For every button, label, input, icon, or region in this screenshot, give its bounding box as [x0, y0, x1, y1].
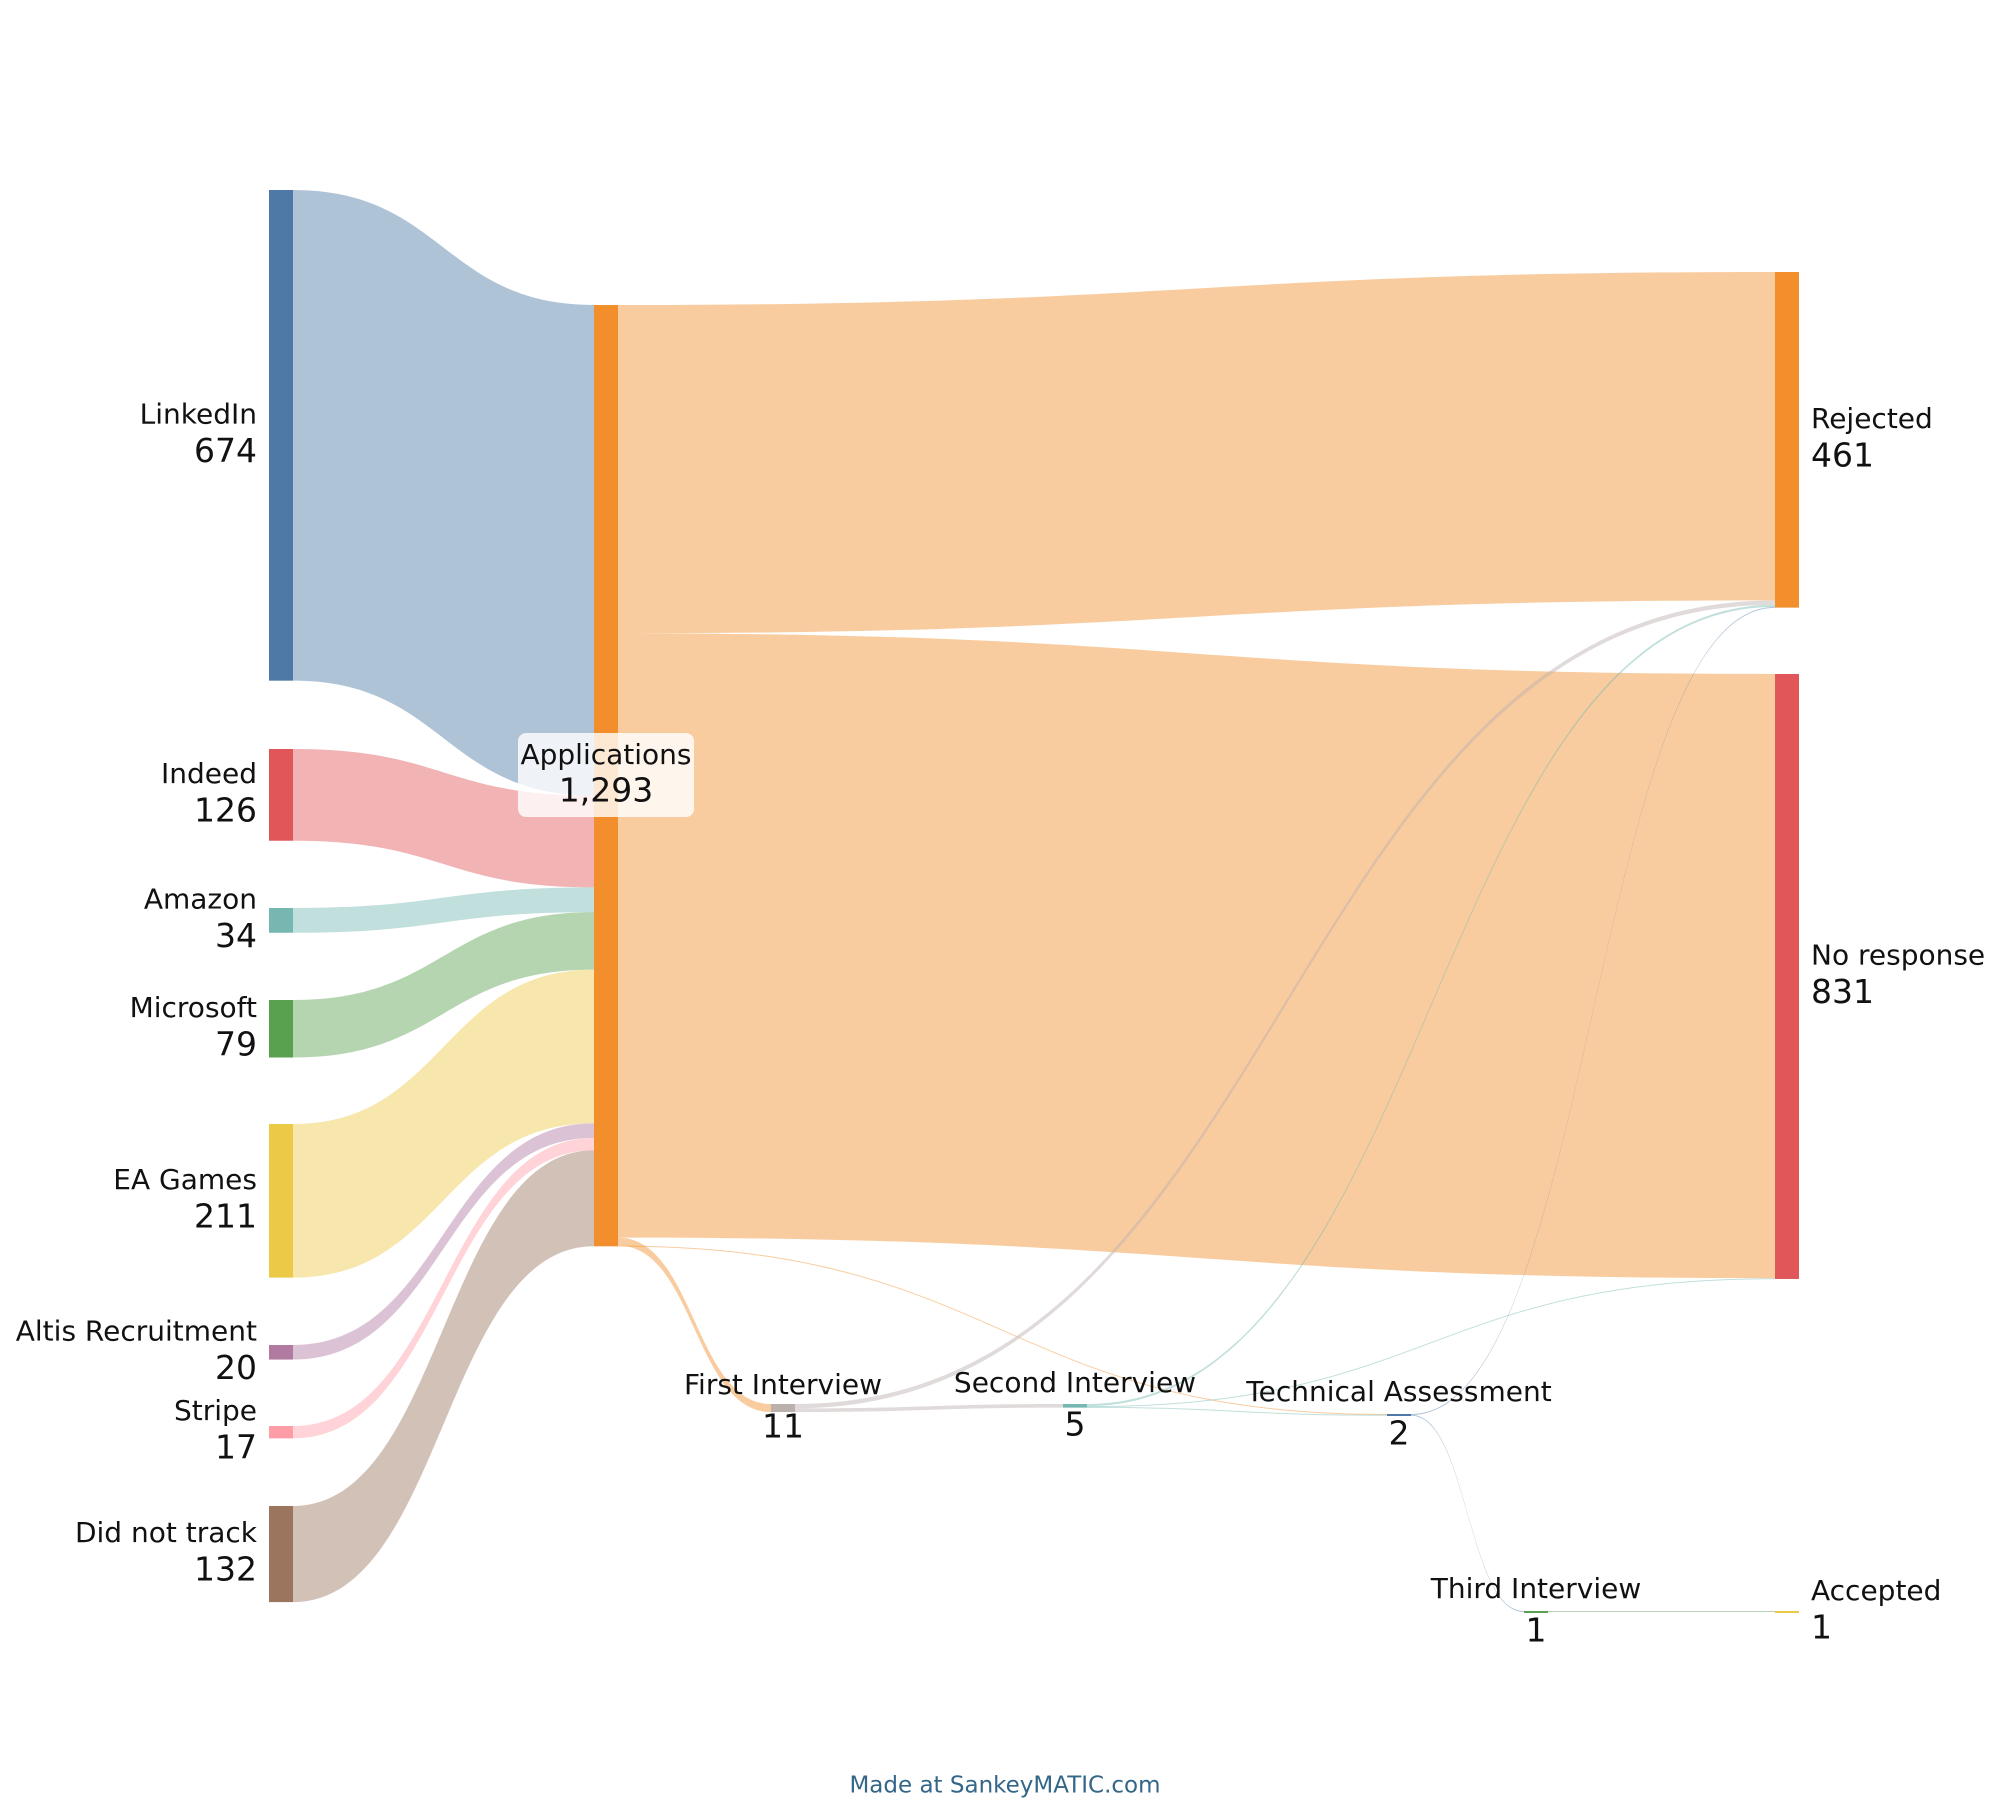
link [1548, 1611, 1775, 1612]
node [269, 908, 293, 933]
link [618, 633, 1775, 1279]
node-label: Technical Assessment [1245, 1375, 1551, 1408]
node-label: Accepted [1811, 1574, 1941, 1607]
node [269, 1506, 293, 1603]
node-value: 34 [215, 916, 257, 955]
link [1087, 604, 1775, 1407]
node-value: 11 [762, 1407, 804, 1446]
link [293, 912, 594, 1058]
node-value: 126 [194, 790, 257, 829]
node-label: Rejected [1811, 402, 1933, 435]
node [1063, 1404, 1087, 1408]
node [269, 190, 293, 681]
node-value: 1,293 [559, 771, 653, 810]
link [293, 190, 594, 796]
node-label: Third Interview [1430, 1572, 1642, 1605]
link [293, 749, 594, 888]
link [1087, 1406, 1387, 1416]
link [795, 600, 1775, 1409]
node [771, 1404, 795, 1413]
node-value: 5 [1065, 1404, 1086, 1443]
node [1775, 272, 1799, 608]
link [293, 887, 594, 933]
node-value: 132 [194, 1550, 257, 1589]
node-label: Altis Recruitment [16, 1314, 257, 1347]
node [1775, 674, 1799, 1279]
link [795, 1404, 1063, 1413]
link [1411, 606, 1775, 1415]
node-value: 17 [215, 1428, 257, 1467]
node [1524, 1611, 1548, 1613]
link [293, 1123, 594, 1360]
node-label: First Interview [684, 1368, 882, 1401]
node-label: Microsoft [130, 991, 257, 1024]
node [269, 1124, 293, 1278]
node [1387, 1414, 1411, 1416]
link [293, 1150, 594, 1603]
link [1411, 1414, 1524, 1612]
node-value: 674 [194, 431, 257, 470]
node-value: 461 [1811, 435, 1874, 474]
node-value: 211 [194, 1196, 257, 1235]
link [618, 1237, 771, 1413]
node-label: Stripe [174, 1394, 257, 1427]
link [618, 1245, 1387, 1415]
footer: Made at SankeyMATIC.com [849, 1773, 1160, 1799]
node-label: Applications [520, 738, 691, 771]
node-label: Second Interview [954, 1366, 1196, 1399]
node-label: No response [1811, 938, 1985, 971]
link [1087, 1278, 1775, 1408]
node-value: 831 [1811, 972, 1874, 1011]
node-value: 79 [215, 1024, 257, 1063]
node-label: LinkedIn [140, 397, 257, 430]
node-value: 1 [1811, 1608, 1832, 1647]
node-value: 2 [1389, 1414, 1410, 1453]
node [269, 1426, 293, 1439]
node [269, 749, 293, 841]
node [269, 1345, 293, 1360]
label-background [518, 733, 694, 817]
node-value: 20 [215, 1348, 257, 1387]
link [618, 272, 1775, 634]
node-label: EA Games [113, 1163, 257, 1196]
node-label: Did not track [75, 1516, 258, 1549]
link [293, 1137, 594, 1439]
node-value: 1 [1526, 1611, 1547, 1650]
node [269, 1000, 293, 1058]
node [1775, 1611, 1799, 1613]
link [293, 969, 594, 1278]
node-label: Amazon [144, 882, 257, 915]
node-label: Indeed [161, 757, 257, 790]
links [293, 190, 1775, 1612]
